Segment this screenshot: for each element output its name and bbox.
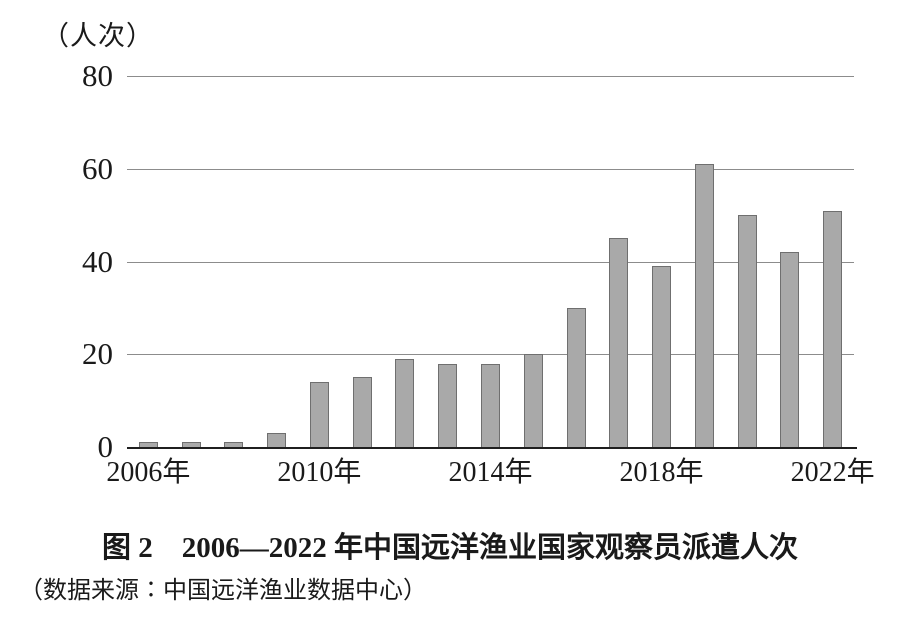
- gridline-y-80: [127, 76, 854, 77]
- bar-2014: [481, 363, 500, 447]
- bar-2013: [438, 363, 458, 447]
- y-tick-label-0: 0: [97, 429, 114, 464]
- bar-2017: [609, 238, 629, 447]
- y-axis-unit-label: （人次）: [42, 21, 154, 51]
- y-axis-tick-labels: 0 20 40 60 80: [30, 60, 113, 462]
- gridline-y-60: [127, 168, 854, 170]
- bar-2008: [224, 442, 244, 447]
- x-axis-tick-labels: 2006年 2010年 2014年 2018年 2022年: [106, 456, 874, 492]
- bar-2006: [138, 442, 158, 447]
- bar-2012: [395, 358, 415, 447]
- bar-2015: [523, 354, 543, 447]
- bar-2011: [352, 377, 372, 447]
- x-tick-label-2022: 2022年: [790, 457, 875, 488]
- figure-caption-title: 图 2 2006—2022 年中国远洋渔业国家观察员派遣人次: [101, 532, 798, 564]
- y-tick-label-40: 40: [82, 243, 113, 279]
- x-tick-label-2006: 2006年: [106, 457, 191, 488]
- bar-2018: [652, 266, 672, 447]
- x-tick-label-2014: 2014年: [448, 457, 533, 488]
- y-tick-label-60: 60: [82, 150, 113, 186]
- bar-chart-plot-area: [127, 76, 857, 449]
- bar-2019: [694, 164, 714, 447]
- bar-2009: [267, 433, 287, 447]
- bar-2010: [309, 382, 329, 447]
- x-tick-label-2018: 2018年: [619, 457, 704, 488]
- gridline-y-40: [127, 261, 854, 263]
- x-axis-baseline: [127, 447, 857, 449]
- bar-2022: [823, 210, 843, 447]
- bar-2020: [737, 215, 757, 447]
- y-tick-label-80: 80: [82, 58, 113, 93]
- data-source-note: （数据来源∶中国远洋渔业数据中心）: [19, 578, 427, 604]
- gridline-y-20: [127, 354, 854, 356]
- x-tick-label-2010: 2010年: [277, 457, 362, 488]
- bar-2007: [181, 442, 201, 447]
- y-tick-label-20: 20: [82, 336, 113, 372]
- bar-2021: [780, 252, 800, 447]
- bar-2016: [566, 307, 586, 447]
